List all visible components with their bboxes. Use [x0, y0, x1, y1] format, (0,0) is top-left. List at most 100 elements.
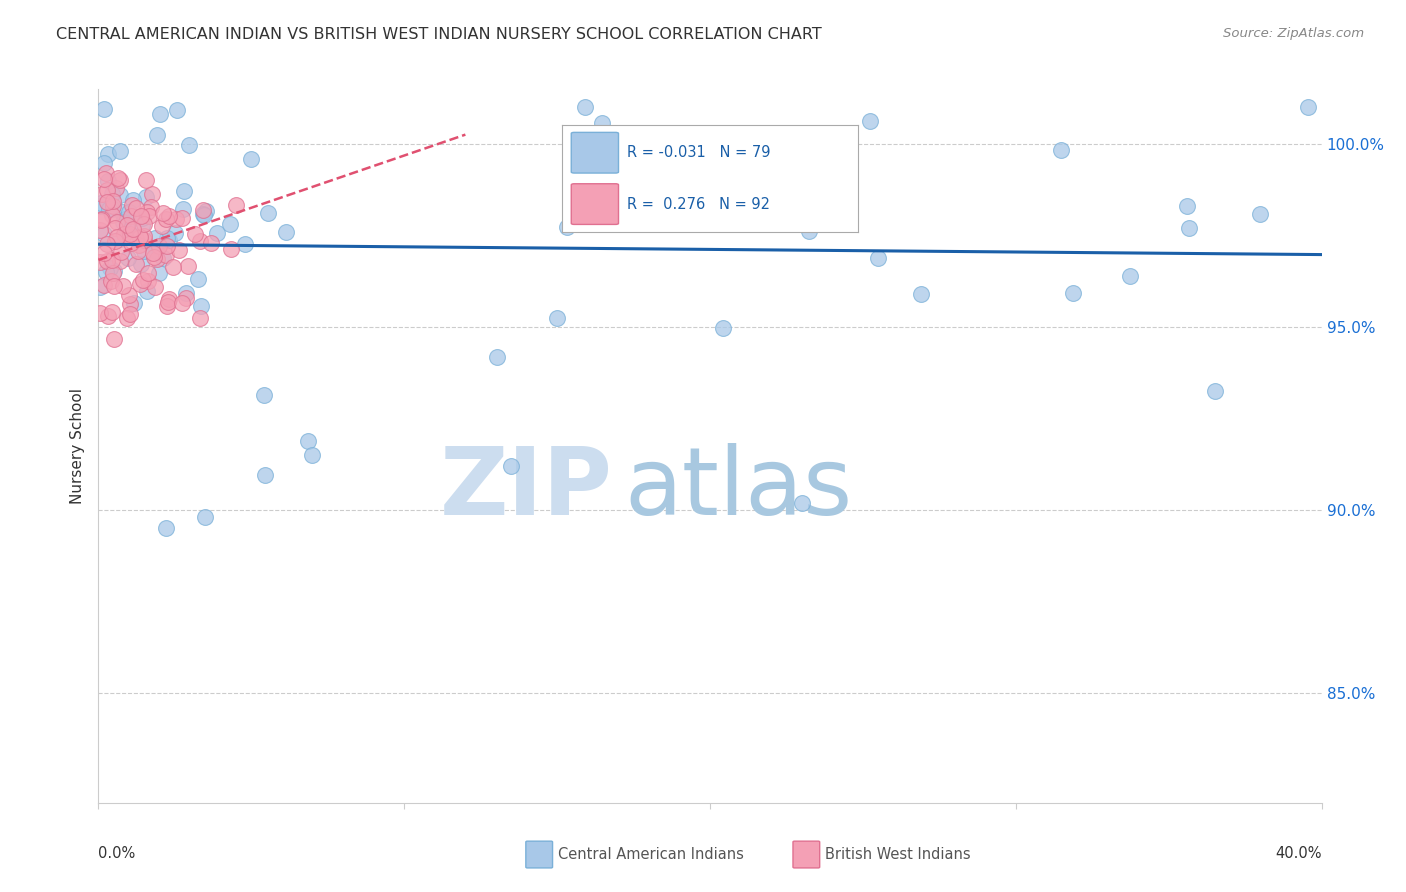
Point: [107, 171, 129, 186]
Point: [117, 288, 139, 302]
Point: [101, 199, 124, 213]
Text: CENTRAL AMERICAN INDIAN VS BRITISH WEST INDIAN NURSERY SCHOOL CORRELATION CHART: CENTRAL AMERICAN INDIAN VS BRITISH WEST …: [56, 27, 823, 42]
Point: [90, 213, 112, 227]
Point: [167, 244, 190, 258]
Point: [135, 205, 157, 219]
Point: [136, 274, 159, 288]
Point: [134, 217, 156, 231]
Point: [93, 172, 115, 186]
Point: [149, 107, 172, 121]
Point: [125, 231, 148, 245]
Point: [156, 299, 179, 313]
Point: [127, 244, 149, 258]
Text: R =  0.276   N = 92: R = 0.276 N = 92: [627, 196, 770, 211]
Point: [148, 266, 170, 280]
Point: [172, 202, 194, 217]
Point: [132, 273, 155, 287]
Point: [90, 186, 112, 201]
Point: [799, 224, 821, 238]
Point: [682, 147, 704, 161]
Text: Central American Indians: Central American Indians: [558, 847, 744, 862]
Point: [118, 307, 141, 321]
Point: [859, 114, 882, 128]
Point: [301, 448, 323, 462]
Point: [219, 217, 242, 231]
Point: [157, 209, 180, 223]
Point: [98, 261, 121, 276]
Point: [191, 203, 214, 218]
Point: [225, 198, 247, 212]
Point: [118, 204, 141, 219]
FancyBboxPatch shape: [571, 132, 619, 173]
Point: [115, 218, 138, 232]
Point: [89, 279, 111, 293]
Point: [177, 259, 200, 273]
Point: [118, 297, 141, 311]
Point: [173, 184, 195, 198]
Point: [115, 311, 138, 326]
Point: [129, 277, 152, 292]
Point: [1204, 384, 1226, 399]
Point: [790, 496, 813, 510]
Point: [711, 321, 734, 335]
Point: [135, 189, 157, 203]
Point: [97, 146, 120, 161]
Point: [486, 350, 509, 364]
Text: atlas: atlas: [624, 442, 852, 535]
Point: [152, 251, 174, 265]
Point: [91, 212, 114, 227]
Point: [121, 197, 143, 211]
Point: [122, 295, 145, 310]
Point: [125, 257, 148, 271]
Point: [117, 252, 139, 266]
Point: [120, 227, 142, 241]
Point: [297, 434, 319, 449]
Point: [96, 166, 118, 180]
Point: [591, 116, 613, 130]
Point: [93, 227, 115, 241]
Point: [501, 459, 523, 474]
Point: [868, 252, 890, 266]
Point: [114, 212, 136, 227]
Point: [174, 286, 197, 301]
Point: [121, 222, 143, 236]
Point: [145, 252, 167, 266]
Point: [157, 233, 180, 247]
Point: [115, 222, 138, 236]
Point: [128, 238, 150, 252]
Point: [274, 225, 297, 239]
Point: [141, 186, 163, 201]
Point: [143, 280, 166, 294]
Point: [135, 173, 157, 187]
Point: [557, 220, 579, 235]
Point: [253, 388, 276, 402]
Point: [132, 229, 155, 244]
Y-axis label: Nursery School: Nursery School: [70, 388, 86, 504]
Point: [172, 211, 194, 225]
Point: [172, 296, 194, 310]
Point: [188, 310, 211, 325]
Point: [122, 193, 145, 207]
Point: [96, 254, 118, 268]
Point: [152, 206, 174, 220]
Point: [138, 210, 160, 224]
Point: [89, 198, 111, 212]
Text: British West Indians: British West Indians: [825, 847, 972, 862]
Point: [603, 214, 626, 228]
Point: [1119, 268, 1142, 283]
Point: [184, 227, 207, 241]
Point: [89, 306, 111, 320]
Point: [111, 215, 134, 229]
Point: [150, 219, 173, 234]
Point: [139, 200, 162, 214]
Point: [101, 252, 124, 267]
Point: [131, 218, 153, 232]
Point: [100, 274, 122, 288]
Point: [103, 264, 125, 278]
Point: [200, 236, 222, 251]
Point: [162, 260, 184, 274]
Point: [108, 232, 131, 246]
Point: [233, 236, 256, 251]
Point: [1296, 101, 1319, 115]
FancyBboxPatch shape: [571, 184, 619, 225]
